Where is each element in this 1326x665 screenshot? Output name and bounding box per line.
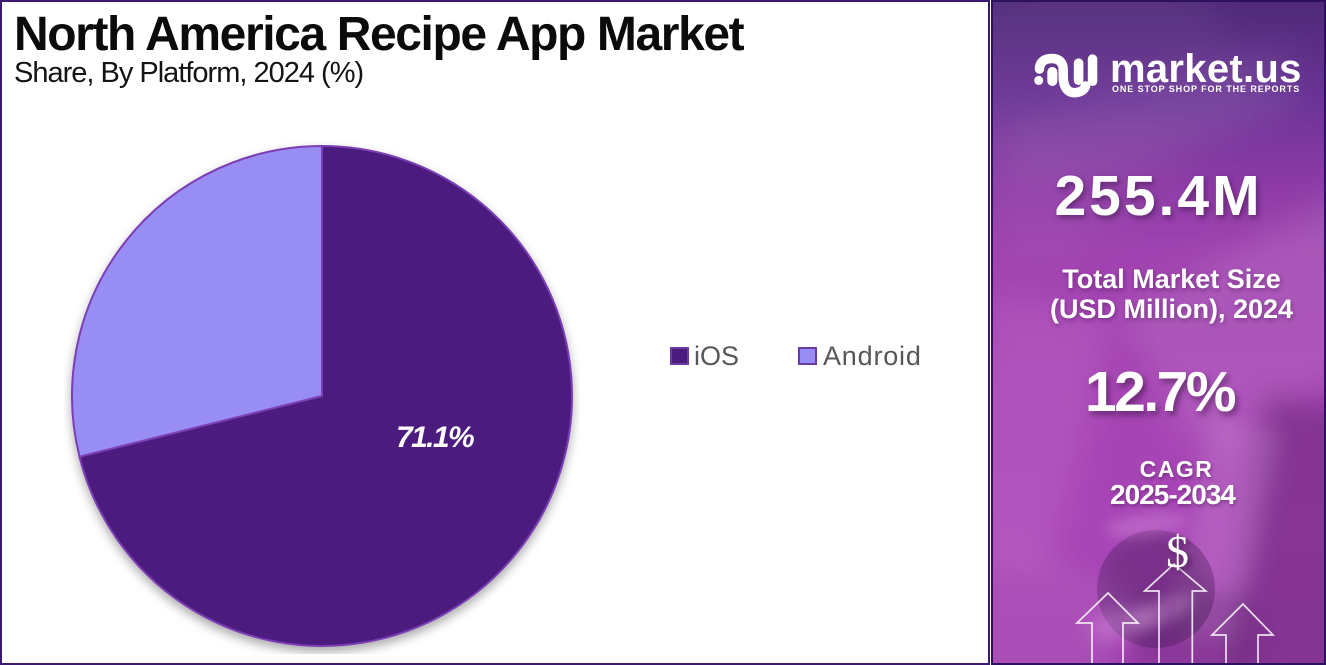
svg-text:market.us: market.us — [1110, 47, 1302, 91]
svg-text:ONE STOP SHOP FOR THE REPORTS: ONE STOP SHOP FOR THE REPORTS — [1112, 84, 1300, 94]
